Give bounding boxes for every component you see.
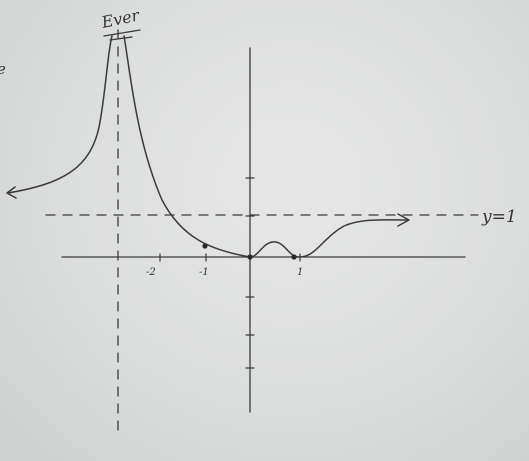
- curve-point: [291, 254, 297, 260]
- tick-label-neg1: -1: [199, 267, 209, 278]
- tick-label-1: 1: [297, 267, 303, 278]
- curve-left-branch: [7, 35, 113, 194]
- top-label: Ever: [99, 5, 142, 32]
- edge-letter: e: [0, 60, 6, 78]
- left-arrowhead: [6, 186, 17, 199]
- curve-right-branch: [123, 35, 409, 258]
- top-label-underline: [103, 29, 141, 41]
- tick-label-neg2: -2: [146, 267, 156, 278]
- asymptote-label: y=1: [481, 207, 517, 227]
- curve-point: [202, 243, 208, 249]
- curve-point: [247, 254, 253, 260]
- right-arrowhead: [397, 213, 410, 227]
